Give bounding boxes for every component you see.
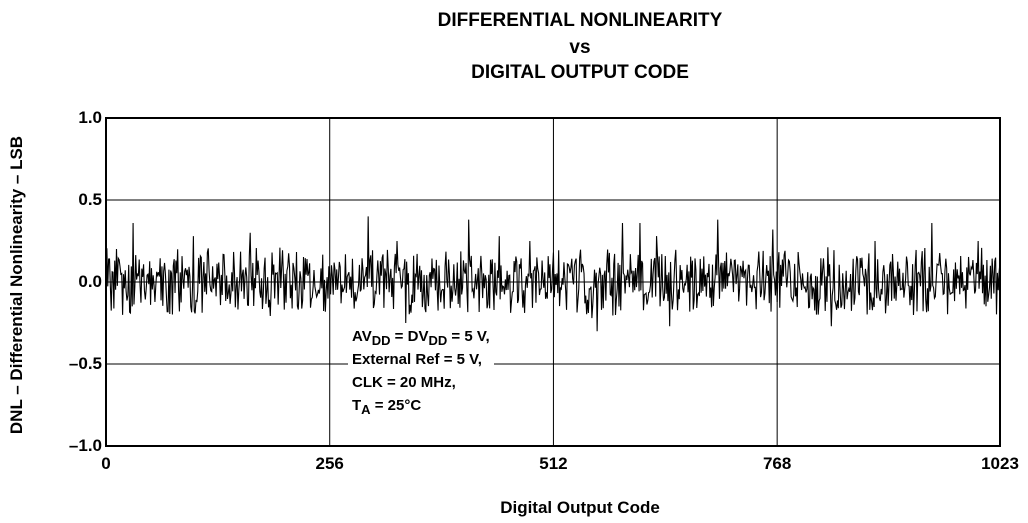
y-tick-label-0: 1.0 <box>78 108 102 127</box>
y-tick-label-3: –0.5 <box>68 354 102 373</box>
x-tick-label-256: 256 <box>315 454 344 473</box>
x-tick-label-1023: 1023 <box>981 454 1019 473</box>
annotation-supply-value: = 5 V, <box>447 328 490 345</box>
annotation-ta: T <box>352 397 362 414</box>
annotation-supply-voltage: AVDD = DVDD = 5 V, <box>352 325 490 348</box>
y-tick-label-2: 0.0 <box>78 272 102 291</box>
annotation-temp-value: = 25°C <box>370 397 422 414</box>
y-tick-label-1: 0.5 <box>78 190 102 209</box>
annotation-dvdd: = DV <box>390 328 429 345</box>
annotation-temperature: TA = 25°C <box>352 394 490 417</box>
y-tick-label-4: –1.0 <box>68 436 102 455</box>
plot-area-frame <box>105 117 1001 447</box>
y-axis-label: DNL – Differential Nonlinearity – LSB <box>7 135 26 435</box>
annotation-external-ref: External Ref = 5 V, <box>352 351 482 368</box>
chart-title-line-2: vs <box>569 37 591 58</box>
annotation-clock: CLK = 20 MHz, <box>352 374 456 391</box>
x-tick-label-512: 512 <box>539 454 568 473</box>
x-tick-label-768: 768 <box>762 454 792 473</box>
chart-title-line-1: DIFFERENTIAL NONLINEARITY <box>437 10 723 31</box>
chart-title-line-3: DIGITAL OUTPUT CODE <box>471 62 689 83</box>
annotation-ta-subscript: A <box>361 402 371 417</box>
annotation-dvdd-subscript: DD <box>428 333 448 348</box>
annotation-avdd: AV <box>352 328 372 345</box>
dnl-series-line <box>105 216 1001 332</box>
x-tick-label-0: 0 <box>101 454 111 473</box>
x-axis-label: Digital Output Code <box>500 498 660 517</box>
conditions-annotation: AVDD = DVDD = 5 V, External Ref = 5 V, C… <box>348 325 494 417</box>
annotation-avdd-subscript: DD <box>371 333 391 348</box>
